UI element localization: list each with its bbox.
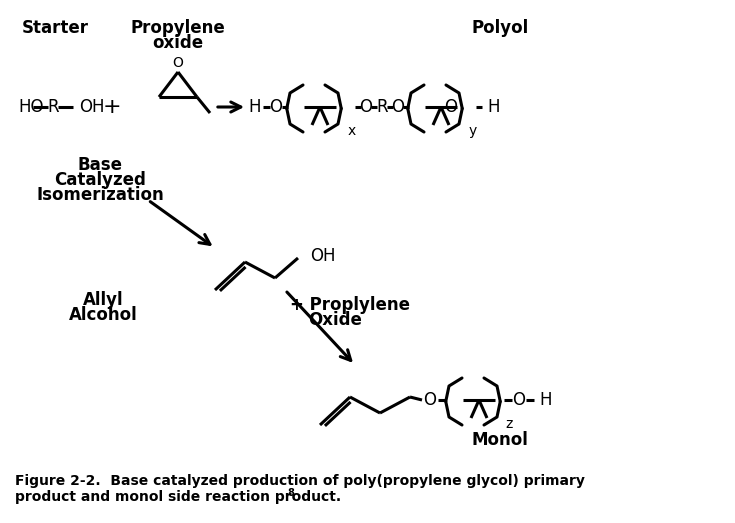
Text: O: O xyxy=(445,98,457,116)
Text: oxide: oxide xyxy=(152,34,204,52)
Text: OH: OH xyxy=(310,247,335,265)
Text: Starter: Starter xyxy=(21,19,88,37)
Text: product and monol side reaction product.: product and monol side reaction product. xyxy=(15,490,341,504)
Text: + Proplylene: + Proplylene xyxy=(290,296,410,314)
Text: Alcohol: Alcohol xyxy=(68,306,137,324)
Text: Isomerization: Isomerization xyxy=(36,186,164,204)
Text: O: O xyxy=(423,391,437,409)
Text: HO: HO xyxy=(18,98,43,116)
Text: H: H xyxy=(248,98,261,116)
Text: Monol: Monol xyxy=(472,431,528,449)
Text: +: + xyxy=(103,97,121,117)
Text: H: H xyxy=(539,391,551,409)
Text: Catalyzed: Catalyzed xyxy=(54,171,146,189)
Text: OH: OH xyxy=(79,98,104,116)
Text: Base: Base xyxy=(77,156,123,174)
Text: R: R xyxy=(47,98,59,116)
Text: 8: 8 xyxy=(287,488,294,498)
Text: Oxide: Oxide xyxy=(308,311,362,329)
Text: Polyol: Polyol xyxy=(471,19,528,37)
Text: Propylene: Propylene xyxy=(131,19,226,37)
Text: z: z xyxy=(505,417,512,431)
Text: Allyl: Allyl xyxy=(82,291,123,309)
Text: y: y xyxy=(469,124,477,138)
Text: O: O xyxy=(392,98,404,116)
Text: O: O xyxy=(359,98,373,116)
Text: O: O xyxy=(512,391,526,409)
Text: x: x xyxy=(348,124,356,138)
Text: O: O xyxy=(173,56,184,70)
Text: Figure 2-2.  Base catalyzed production of poly(propylene glycol) primary: Figure 2-2. Base catalyzed production of… xyxy=(15,474,585,488)
Text: O: O xyxy=(270,98,282,116)
Text: H: H xyxy=(487,98,500,116)
Text: R: R xyxy=(376,98,388,116)
